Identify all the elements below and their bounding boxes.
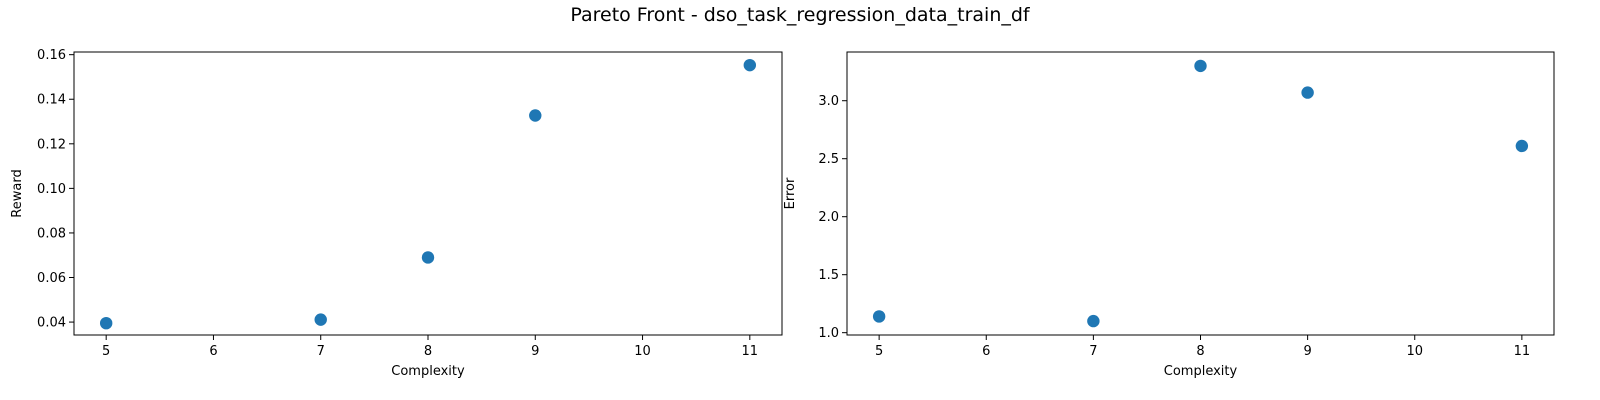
data-point	[743, 58, 757, 72]
data-point	[314, 313, 327, 326]
error-vs-complexity-plot: 5 6 7 8 9 10 11 1.0 1.5 2.0 2.5 3.0 Complexity Error	[783, 51, 1555, 379]
y-tick-label: 0.10	[37, 182, 66, 197]
x-tick-label: 5	[102, 344, 110, 359]
x-axis-label: Complexity	[1164, 364, 1238, 379]
x-tick-label: 10	[1406, 344, 1423, 359]
x-tick-label: 6	[209, 344, 217, 359]
x-tick-label: 9	[1303, 344, 1311, 359]
x-axis-label: Complexity	[391, 364, 465, 379]
data-point	[99, 316, 113, 330]
y-tick-label: 0.12	[37, 137, 66, 152]
x-tick-label: 9	[531, 344, 539, 359]
y-tick-label: 2.0	[818, 210, 839, 225]
y-axis-label: Error	[783, 177, 798, 209]
x-tick-label: 11	[742, 344, 759, 359]
x-tick-label: 5	[875, 344, 883, 359]
x-tick-label: 6	[982, 344, 990, 359]
y-tick-label: 3.0	[818, 94, 839, 109]
data-point	[1194, 59, 1207, 73]
data-point	[872, 310, 886, 323]
data-point	[1515, 139, 1529, 153]
axes-frame	[73, 51, 783, 336]
figure-title: Pareto Front - dso_task_regression_data_…	[570, 4, 1030, 26]
y-axis-label: Reward	[10, 169, 25, 217]
x-tick-label: 10	[634, 344, 651, 359]
reward-vs-complexity-plot: 5 6 7 8 9 10 11 0.04 0.06 0.08 0.10 0.12 0.14 0.16 Com…	[10, 48, 783, 379]
data-point	[1087, 314, 1100, 328]
y-tick-label: 0.14	[37, 93, 66, 108]
data-point	[1301, 86, 1314, 99]
x-tick-label: 8	[1196, 344, 1204, 359]
y-tick-label: 0.06	[37, 271, 66, 286]
x-tick-label: 7	[317, 344, 325, 359]
y-tick-label: 0.08	[37, 226, 66, 241]
y-tick-label: 0.16	[37, 48, 66, 63]
y-tick-label: 0.04	[37, 316, 66, 331]
y-tick-label: 2.5	[818, 152, 839, 167]
x-tick-label: 11	[1514, 344, 1531, 359]
y-tick-label: 1.5	[818, 268, 839, 283]
x-tick-label: 7	[1089, 344, 1097, 359]
x-tick-label: 8	[424, 344, 432, 359]
axes-frame	[846, 51, 1555, 336]
data-point	[529, 109, 542, 122]
y-tick-label: 1.0	[818, 326, 839, 341]
data-point	[421, 251, 435, 264]
